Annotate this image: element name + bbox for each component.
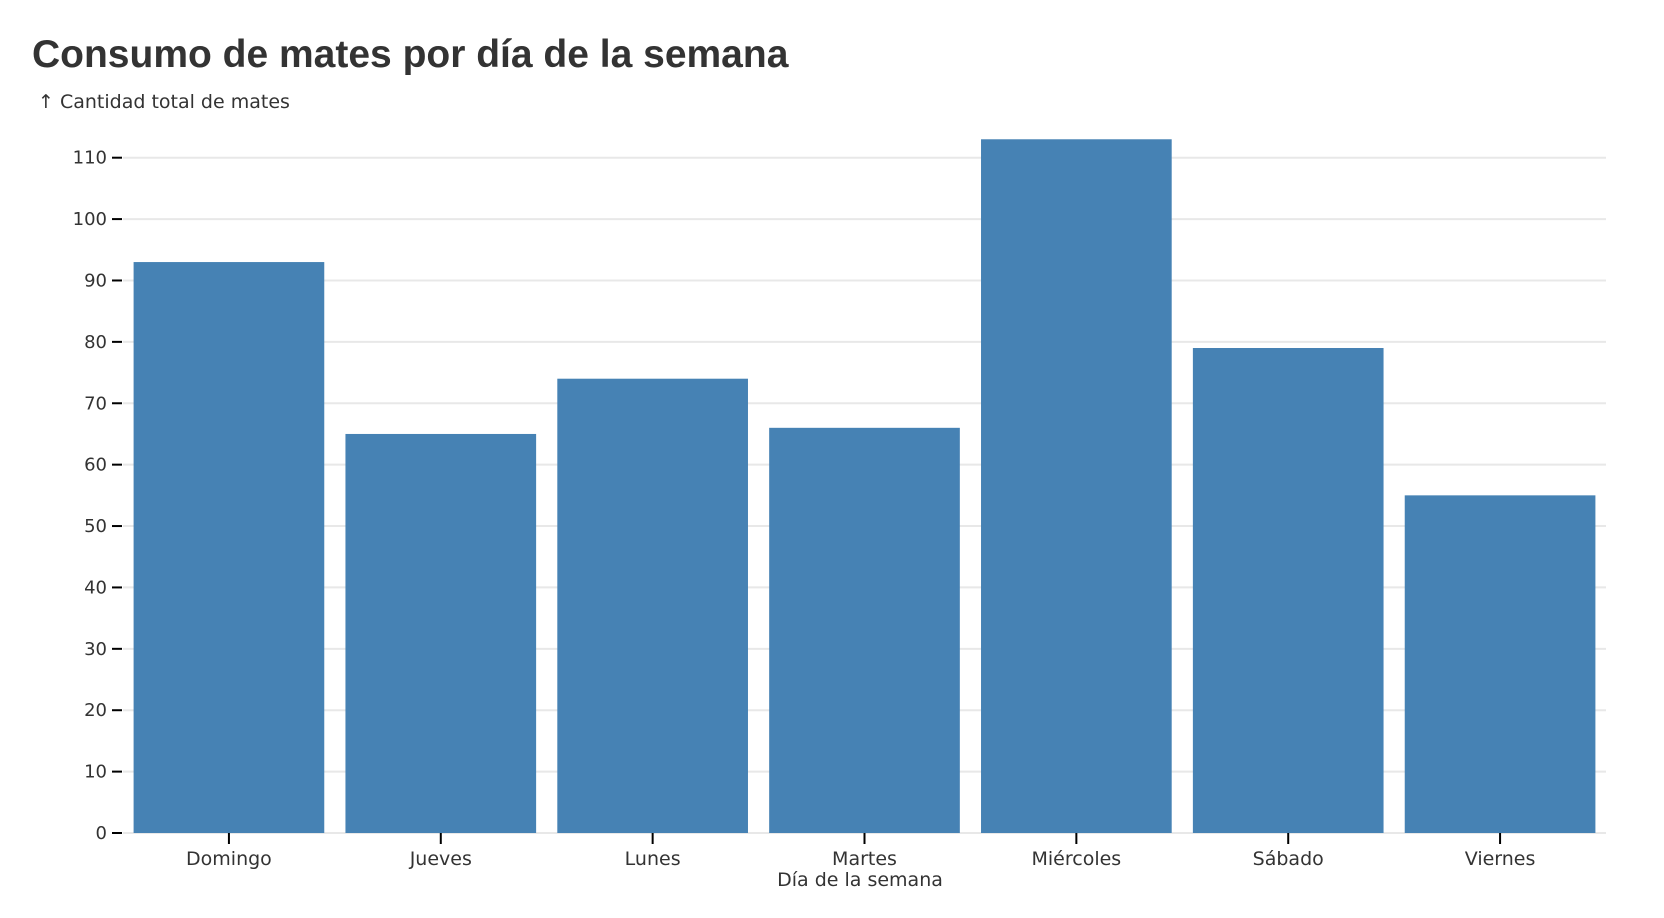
y-tick-label: 20 (84, 700, 107, 721)
y-tick-label: 50 (84, 516, 107, 537)
x-tick-label: Miércoles (1032, 848, 1122, 870)
y-tick-label: 110 (73, 148, 107, 169)
x-axis: Domingo Jueves Lunes Martes Miércoles Sábado V… (186, 833, 1535, 870)
bars (133, 139, 1596, 833)
y-tick-label: 10 (84, 762, 107, 783)
bar-jueves (345, 433, 537, 833)
y-axis: 0 10 20 30 40 50 60 70 80 90 100 110 (73, 148, 122, 844)
bar-martes (769, 427, 960, 833)
x-tick-label: Martes (832, 848, 897, 870)
y-tick-label: 70 (84, 393, 107, 414)
x-tick-label: Domingo (186, 848, 272, 870)
y-tick-label: 80 (84, 332, 107, 353)
x-tick-label: Lunes (625, 848, 681, 870)
x-tick-label: Sábado (1253, 848, 1324, 870)
chart-title: Consumo de mates por día de la semana (32, 33, 789, 76)
x-tick-label: Jueves (409, 848, 472, 870)
x-axis-label: Día de la semana (777, 869, 943, 891)
bar-sábado (1192, 348, 1384, 833)
bar-miércoles (981, 139, 1172, 833)
x-tick-label: Viernes (1465, 848, 1536, 870)
bar-viernes (1404, 495, 1596, 833)
y-tick-label: 90 (84, 270, 107, 291)
bar-lunes (557, 378, 748, 833)
y-tick-label: 30 (84, 639, 107, 660)
y-tick-label: 0 (96, 823, 107, 844)
bar-domingo (133, 262, 325, 833)
y-tick-label: 40 (84, 577, 107, 598)
y-tick-label: 100 (73, 209, 107, 230)
y-axis-label: ↑ Cantidad total de mates (38, 91, 290, 113)
y-tick-label: 60 (84, 455, 107, 476)
